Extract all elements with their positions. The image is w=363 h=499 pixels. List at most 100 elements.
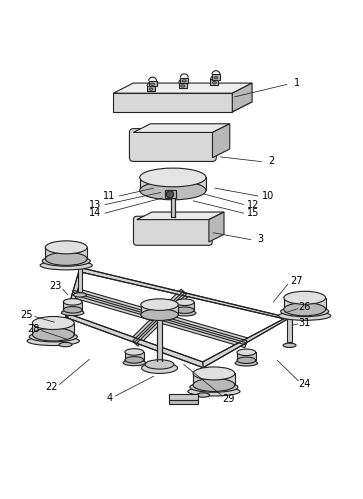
Text: 22: 22 xyxy=(46,382,58,392)
Text: 4: 4 xyxy=(106,393,113,403)
Ellipse shape xyxy=(197,393,209,397)
Ellipse shape xyxy=(73,293,86,297)
Polygon shape xyxy=(147,86,155,91)
Polygon shape xyxy=(169,394,198,400)
Ellipse shape xyxy=(188,387,240,396)
Text: 31: 31 xyxy=(298,318,310,328)
Polygon shape xyxy=(237,352,256,360)
Ellipse shape xyxy=(235,360,258,366)
Polygon shape xyxy=(180,78,188,83)
Text: 13: 13 xyxy=(89,200,101,210)
Ellipse shape xyxy=(32,316,74,329)
Text: 10: 10 xyxy=(262,191,274,201)
Ellipse shape xyxy=(141,309,178,320)
Ellipse shape xyxy=(141,299,178,310)
Polygon shape xyxy=(131,289,188,346)
Polygon shape xyxy=(133,124,230,132)
Text: 27: 27 xyxy=(290,276,303,286)
Ellipse shape xyxy=(32,328,74,341)
Text: 25: 25 xyxy=(20,310,33,320)
Text: 24: 24 xyxy=(298,379,310,389)
Polygon shape xyxy=(71,287,248,348)
Ellipse shape xyxy=(281,306,329,317)
Ellipse shape xyxy=(151,83,155,85)
Polygon shape xyxy=(140,178,206,191)
Ellipse shape xyxy=(42,256,90,266)
Ellipse shape xyxy=(40,261,92,270)
Ellipse shape xyxy=(61,310,84,315)
Polygon shape xyxy=(179,83,187,88)
Polygon shape xyxy=(133,291,186,344)
Ellipse shape xyxy=(182,80,186,82)
Text: 26: 26 xyxy=(298,302,310,312)
Ellipse shape xyxy=(29,331,77,342)
Polygon shape xyxy=(32,323,74,334)
Ellipse shape xyxy=(283,343,296,347)
Text: 15: 15 xyxy=(247,209,260,219)
Polygon shape xyxy=(113,83,252,93)
Polygon shape xyxy=(65,267,83,317)
Ellipse shape xyxy=(190,382,238,392)
Ellipse shape xyxy=(45,252,87,265)
Text: 23: 23 xyxy=(49,281,62,291)
Ellipse shape xyxy=(140,168,206,187)
Ellipse shape xyxy=(64,306,82,313)
FancyBboxPatch shape xyxy=(134,216,212,246)
Ellipse shape xyxy=(149,88,153,90)
Text: 14: 14 xyxy=(89,209,101,219)
Polygon shape xyxy=(125,352,144,360)
FancyBboxPatch shape xyxy=(130,129,216,161)
Polygon shape xyxy=(64,317,68,342)
Ellipse shape xyxy=(64,298,82,305)
Ellipse shape xyxy=(125,357,144,363)
Ellipse shape xyxy=(284,303,326,316)
Polygon shape xyxy=(113,93,232,112)
Ellipse shape xyxy=(123,360,146,366)
Polygon shape xyxy=(157,317,162,361)
Ellipse shape xyxy=(45,241,87,254)
Ellipse shape xyxy=(145,360,174,369)
Polygon shape xyxy=(65,314,203,368)
Text: 3: 3 xyxy=(258,235,264,245)
Polygon shape xyxy=(232,83,252,112)
Polygon shape xyxy=(171,198,175,218)
Ellipse shape xyxy=(142,363,178,373)
Polygon shape xyxy=(287,318,292,342)
Polygon shape xyxy=(45,248,87,259)
Ellipse shape xyxy=(212,81,216,84)
Text: 1: 1 xyxy=(294,78,300,88)
Polygon shape xyxy=(137,212,224,220)
Ellipse shape xyxy=(214,76,218,79)
Polygon shape xyxy=(80,267,290,319)
Polygon shape xyxy=(64,302,82,310)
Polygon shape xyxy=(113,102,252,112)
Text: 11: 11 xyxy=(103,191,115,201)
Polygon shape xyxy=(203,318,290,368)
Ellipse shape xyxy=(193,378,235,391)
Text: 29: 29 xyxy=(222,394,234,404)
Polygon shape xyxy=(209,212,224,242)
Polygon shape xyxy=(193,373,235,385)
Ellipse shape xyxy=(174,310,196,316)
Ellipse shape xyxy=(284,291,326,304)
Polygon shape xyxy=(212,74,220,80)
Polygon shape xyxy=(175,302,194,310)
Ellipse shape xyxy=(175,307,194,313)
Ellipse shape xyxy=(237,357,256,363)
Ellipse shape xyxy=(237,349,256,356)
Polygon shape xyxy=(165,191,176,198)
Text: 12: 12 xyxy=(247,200,260,210)
Polygon shape xyxy=(201,368,205,392)
Ellipse shape xyxy=(59,342,72,347)
Polygon shape xyxy=(141,304,178,315)
Ellipse shape xyxy=(125,349,144,355)
Ellipse shape xyxy=(166,191,174,198)
Polygon shape xyxy=(72,290,247,345)
Polygon shape xyxy=(211,79,219,85)
Text: 28: 28 xyxy=(28,324,40,334)
Ellipse shape xyxy=(181,85,185,87)
Ellipse shape xyxy=(193,367,235,380)
Ellipse shape xyxy=(140,181,206,200)
Polygon shape xyxy=(169,400,198,404)
Text: 2: 2 xyxy=(268,156,275,166)
